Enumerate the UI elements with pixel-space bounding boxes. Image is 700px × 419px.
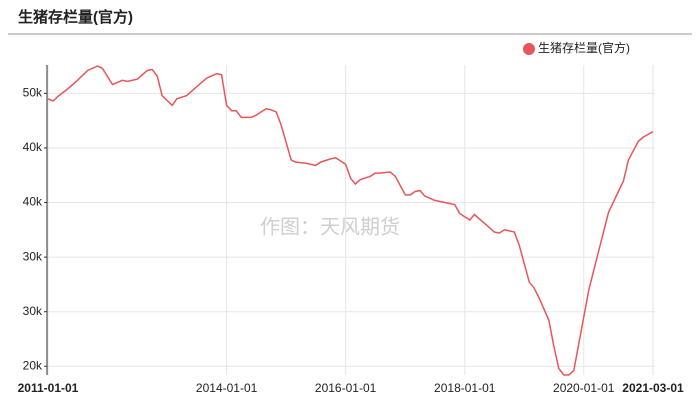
y-tick-label: 40k: [23, 195, 43, 209]
x-tick-label: 2011-01-01: [18, 381, 79, 395]
legend-label: 生猪存栏量(官方): [538, 40, 630, 55]
x-tick-label: 2020-01-01: [553, 381, 615, 395]
series-line: [47, 65, 654, 376]
legend-swatch: [523, 43, 535, 55]
y-tick-label: 40k: [23, 140, 43, 154]
y-tick-label: 30k: [23, 304, 43, 318]
x-tick-label: 2014-01-01: [196, 381, 258, 395]
chart-title: 生猪存栏量(官方): [18, 8, 133, 26]
watermark: 作图：天风期货: [260, 215, 400, 238]
x-tick-label: 2018-01-01: [434, 381, 496, 395]
y-tick-label: 50k: [23, 86, 43, 100]
y-tick-label: 30k: [23, 249, 43, 263]
x-tick-label: 2016-01-01: [315, 381, 377, 395]
x-tick-label: 2021-03-01: [622, 381, 684, 395]
y-tick-label: 20k: [23, 358, 43, 372]
